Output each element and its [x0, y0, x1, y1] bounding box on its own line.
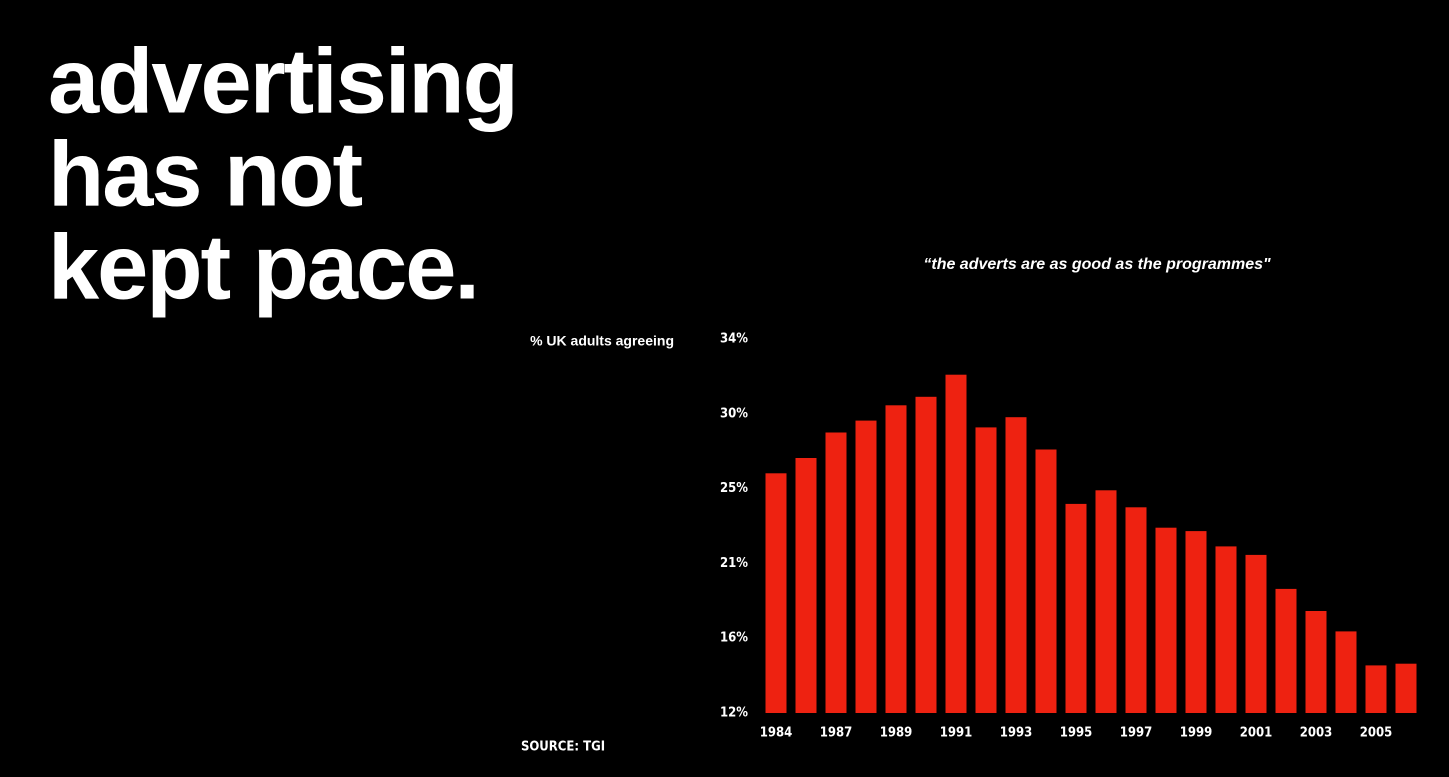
bar	[1215, 546, 1237, 713]
x-tick-label: 2003	[1300, 726, 1333, 741]
bar	[975, 427, 997, 713]
bar	[765, 473, 787, 713]
bar	[1155, 527, 1177, 713]
y-tick-label: 12%	[720, 706, 748, 721]
source: SOURCE: TGI	[521, 740, 605, 755]
x-tick-label: 2001	[1240, 726, 1273, 741]
bar	[1305, 611, 1327, 713]
title-line: advertising	[48, 30, 517, 132]
x-tick-label: 1991	[940, 726, 973, 741]
bar	[1125, 507, 1147, 713]
bar	[1065, 503, 1087, 713]
x-tick-label: 1995	[1060, 726, 1093, 741]
bar	[1365, 665, 1387, 713]
bar	[1395, 663, 1417, 713]
x-tick-label: 1999	[1180, 726, 1213, 741]
bar	[855, 420, 877, 713]
title-line: kept pace.	[48, 216, 478, 318]
bar	[795, 458, 817, 713]
bar	[945, 374, 967, 713]
x-tick-label: 1997	[1120, 726, 1153, 741]
bar	[1035, 449, 1057, 713]
x-tick-label: 1989	[880, 726, 913, 741]
x-tick-label: 2005	[1360, 726, 1393, 741]
bar	[825, 432, 847, 713]
y-tick-label: 34%	[720, 332, 748, 347]
x-tick-label: 1987	[820, 726, 853, 741]
y-tick-label: 21%	[720, 556, 748, 571]
bar	[1335, 631, 1357, 713]
bar	[915, 396, 937, 713]
y-axis-label: % UK adults agreeing	[530, 333, 674, 349]
x-tick-label: 1984	[760, 726, 793, 741]
bar	[1245, 554, 1267, 713]
x-tick-label: 1993	[1000, 726, 1033, 741]
subtitle: “the adverts are as good as the programm…	[923, 256, 1271, 273]
bar	[885, 405, 907, 713]
y-tick-label: 25%	[720, 481, 748, 496]
bar	[1095, 490, 1117, 713]
bar	[1275, 588, 1297, 713]
y-tick-label: 16%	[720, 631, 748, 646]
y-tick-label: 30%	[720, 406, 748, 421]
bar	[1005, 417, 1027, 713]
bar	[1185, 531, 1207, 713]
title-line: has not	[48, 123, 362, 225]
